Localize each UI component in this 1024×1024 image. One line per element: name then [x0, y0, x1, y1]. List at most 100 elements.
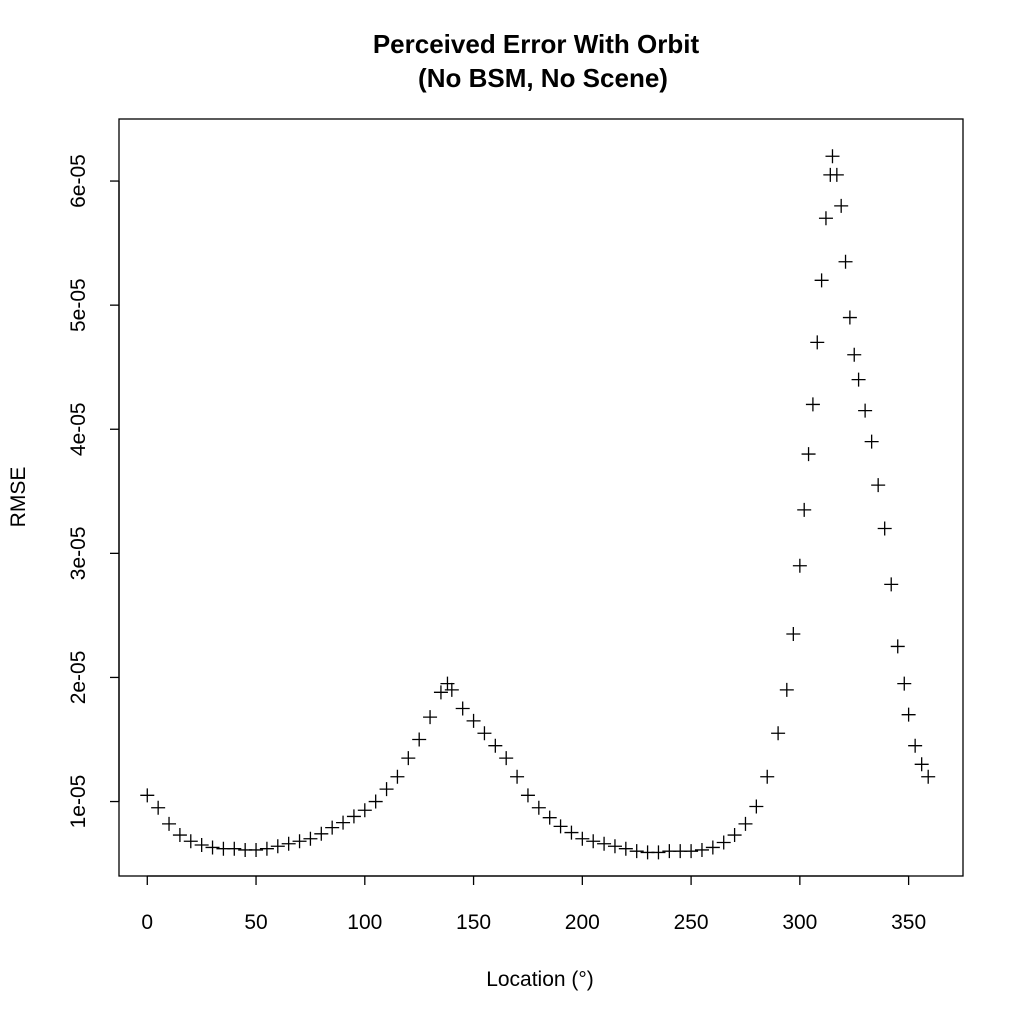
data-point — [281, 836, 296, 851]
data-point — [792, 558, 807, 573]
data-point — [575, 831, 590, 846]
chart-title-line-1: Perceived Error With Orbit — [373, 29, 700, 59]
data-point — [629, 844, 644, 859]
data-point — [810, 335, 825, 350]
x-tick-label: 300 — [782, 911, 817, 934]
data-point — [618, 841, 633, 856]
data-point — [684, 844, 699, 859]
y-tick-label: 1e-05 — [67, 775, 90, 829]
data-point — [292, 834, 307, 849]
data-point — [270, 839, 285, 854]
data-point — [908, 738, 923, 753]
data-point — [727, 828, 742, 843]
data-point — [829, 167, 844, 182]
data-point — [520, 788, 535, 803]
data-point — [205, 840, 220, 855]
x-axis: 0 50 100 150 200 250 300 350 — [141, 875, 926, 934]
y-tick-label: 4e-05 — [67, 402, 90, 456]
data-point — [368, 794, 383, 809]
data-point — [884, 577, 899, 592]
data-point — [401, 751, 416, 766]
data-point — [834, 198, 849, 213]
data-point — [336, 815, 351, 830]
y-tick-label: 3e-05 — [67, 526, 90, 580]
data-point — [814, 273, 829, 288]
x-tick-label: 50 — [244, 911, 267, 934]
data-point — [771, 726, 786, 741]
data-point — [921, 769, 936, 784]
data-point — [314, 826, 329, 841]
data-point — [303, 831, 318, 846]
data-point — [194, 837, 209, 852]
data-point — [847, 347, 862, 362]
data-point — [227, 841, 242, 856]
data-point — [510, 769, 525, 784]
x-tick-label: 250 — [674, 911, 709, 934]
x-tick-label: 0 — [141, 911, 153, 934]
data-point — [542, 810, 557, 825]
data-point — [738, 816, 753, 831]
data-point — [914, 757, 929, 772]
data-points — [140, 149, 936, 860]
data-point — [433, 685, 448, 700]
data-point — [172, 828, 187, 843]
data-point — [871, 478, 886, 493]
data-point — [499, 751, 514, 766]
data-point — [694, 842, 709, 857]
x-axis-label: Location (°) — [486, 968, 594, 991]
data-point — [140, 788, 155, 803]
data-point — [651, 845, 666, 860]
data-point — [379, 782, 394, 797]
data-point — [346, 809, 361, 824]
data-point — [818, 211, 833, 226]
x-tick-label: 200 — [565, 911, 600, 934]
data-point — [607, 839, 622, 854]
data-point — [864, 434, 879, 449]
data-point — [877, 521, 892, 536]
data-point — [858, 403, 873, 418]
data-point — [838, 254, 853, 269]
chart-title-line-2: (No BSM, No Scene) — [418, 63, 668, 93]
data-point — [488, 738, 503, 753]
data-point — [531, 800, 546, 815]
data-point — [151, 800, 166, 815]
x-tick-label: 100 — [347, 911, 382, 934]
data-point — [477, 726, 492, 741]
data-point — [466, 713, 481, 728]
data-point — [805, 397, 820, 412]
y-axis: 1e-05 2e-05 3e-05 4e-05 5e-05 6e-05 — [67, 154, 120, 829]
data-point — [825, 149, 840, 164]
data-point — [586, 834, 601, 849]
data-point — [786, 627, 801, 642]
data-point — [259, 841, 274, 856]
data-point — [716, 835, 731, 850]
x-tick-label: 350 — [891, 911, 926, 934]
data-point — [897, 676, 912, 691]
data-point — [412, 732, 427, 747]
plot-area-frame — [118, 118, 964, 877]
data-point — [797, 502, 812, 517]
data-point — [564, 825, 579, 840]
data-point — [553, 819, 568, 834]
data-point — [901, 707, 916, 722]
data-point — [423, 710, 438, 725]
y-tick-label: 5e-05 — [67, 278, 90, 332]
x-tick-label: 150 — [456, 911, 491, 934]
data-point — [357, 803, 372, 818]
data-point — [325, 820, 340, 835]
y-tick-label: 6e-05 — [67, 154, 90, 208]
data-point — [890, 639, 905, 654]
y-axis-label: RMSE — [7, 467, 30, 528]
data-point — [162, 816, 177, 831]
data-point — [183, 834, 198, 849]
data-point — [390, 769, 405, 784]
data-point — [760, 769, 775, 784]
data-point — [597, 836, 612, 851]
data-point — [851, 372, 866, 387]
data-point — [749, 799, 764, 814]
data-point — [842, 310, 857, 325]
data-point — [455, 701, 470, 716]
y-tick-label: 2e-05 — [67, 651, 90, 705]
data-point — [779, 682, 794, 697]
